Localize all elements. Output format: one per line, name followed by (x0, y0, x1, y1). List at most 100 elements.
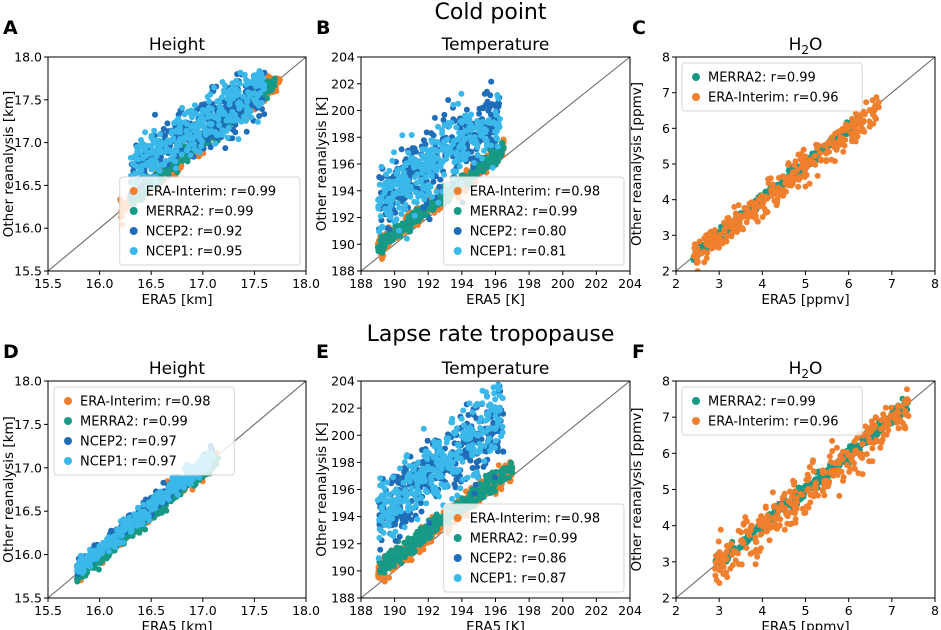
data-point (762, 209, 769, 216)
data-point (420, 205, 427, 211)
data-point (408, 132, 415, 138)
data-point (455, 100, 462, 107)
data-point (226, 114, 233, 121)
data-point (434, 139, 441, 146)
scatter-points (690, 94, 882, 271)
data-point (206, 98, 212, 105)
data-point (187, 152, 194, 159)
data-point (176, 142, 183, 149)
y-tick-label: 196 (331, 157, 355, 172)
x-tick-label: 15.5 (34, 603, 62, 618)
data-point (418, 165, 425, 172)
x-tick-label: 15.5 (34, 276, 62, 291)
data-point (426, 164, 433, 171)
data-point (110, 538, 117, 545)
data-point (157, 149, 164, 156)
data-point (85, 553, 91, 560)
data-point (484, 119, 491, 126)
data-point (199, 138, 205, 145)
panel-letter: A (3, 17, 18, 39)
data-point (863, 99, 870, 106)
data-point (153, 138, 160, 145)
data-point (419, 169, 426, 176)
data-point (100, 539, 107, 546)
x-tick-label: 17.0 (189, 276, 217, 291)
data-point (705, 237, 712, 243)
data-point (417, 177, 424, 184)
data-point (405, 149, 412, 156)
data-point (237, 69, 244, 76)
y-tick-label: 5 (662, 157, 670, 172)
data-point (137, 143, 144, 150)
data-point (170, 152, 177, 159)
legend-label: NCEP2: r=0.80 (470, 225, 567, 240)
data-point (431, 203, 438, 210)
data-point (194, 148, 201, 155)
data-point (135, 504, 142, 511)
data-point (421, 193, 428, 200)
data-point (134, 148, 141, 155)
data-point (195, 119, 201, 126)
data-point (861, 128, 868, 135)
data-point (848, 121, 855, 128)
data-point (471, 159, 478, 166)
data-point (755, 195, 762, 202)
data-point (724, 233, 731, 240)
data-point (814, 172, 821, 179)
data-point (462, 156, 469, 163)
data-point (398, 210, 405, 217)
data-point (389, 157, 396, 164)
data-point (474, 152, 481, 158)
data-point (495, 121, 502, 128)
data-point (178, 119, 184, 126)
data-point (202, 131, 209, 138)
data-point (798, 150, 805, 157)
data-point (204, 136, 211, 143)
data-point (179, 104, 186, 111)
data-point (694, 268, 701, 271)
data-point (495, 95, 502, 102)
data-point (135, 169, 142, 176)
data-point (495, 157, 502, 164)
data-point (402, 206, 409, 213)
data-point (842, 127, 849, 133)
data-point (494, 143, 501, 150)
y-tick-label: 192 (331, 210, 355, 225)
data-point (488, 142, 495, 149)
data-point (218, 108, 225, 115)
data-point (788, 180, 795, 187)
data-point (173, 128, 180, 135)
data-point (500, 145, 507, 152)
data-point (439, 126, 445, 133)
data-point (447, 145, 454, 152)
x-tick-label: 192 (416, 276, 440, 291)
legend-label: ERA-Interim: r=0.99 (146, 185, 277, 200)
data-point (131, 153, 138, 160)
y-tick-label: 188 (331, 264, 355, 279)
data-point (136, 529, 143, 536)
legend-label: NCEP2: r=0.92 (146, 225, 243, 240)
data-point (711, 241, 718, 248)
data-point (200, 116, 207, 123)
data-point (238, 118, 245, 125)
data-point (392, 209, 399, 216)
legend-marker (129, 207, 138, 215)
panel-title: Height (149, 35, 206, 55)
data-point (399, 176, 406, 183)
data-point (402, 162, 409, 169)
data-point (743, 205, 750, 212)
data-point (149, 149, 156, 156)
data-point (753, 216, 760, 222)
data-point (769, 181, 776, 188)
data-point (246, 90, 253, 97)
y-tick-label: 17.0 (14, 135, 42, 150)
data-point (794, 174, 801, 181)
data-point (428, 148, 435, 155)
data-point (734, 227, 741, 234)
data-point (426, 170, 433, 177)
data-point (172, 165, 179, 172)
data-point (422, 174, 429, 181)
data-point (696, 238, 703, 245)
